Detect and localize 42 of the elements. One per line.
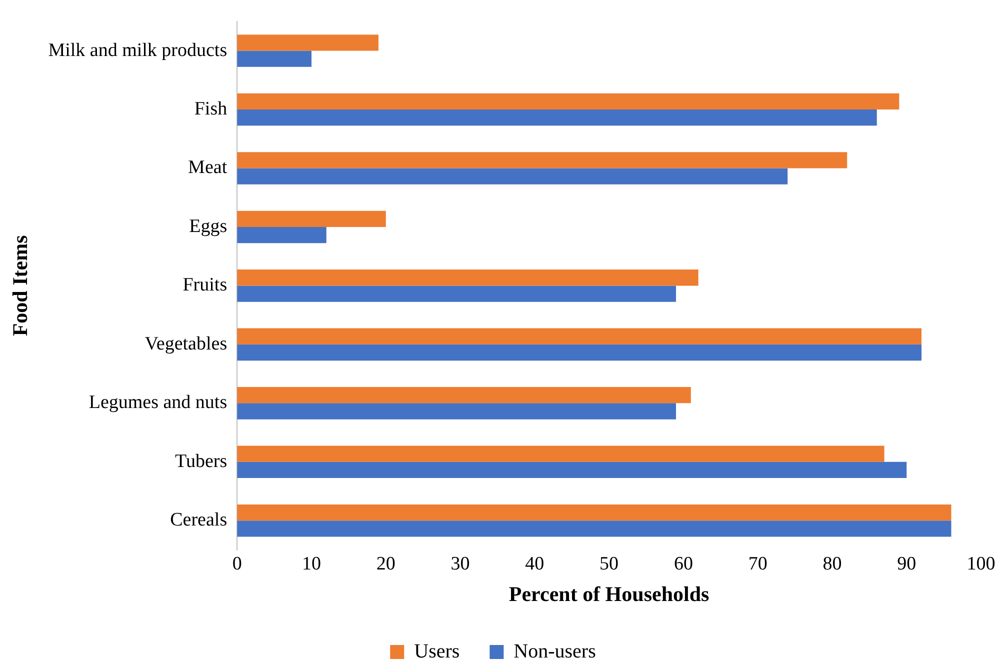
x-tick-label: 60 — [674, 553, 693, 574]
bar — [237, 168, 788, 184]
bar — [237, 462, 907, 478]
legend-label: Users — [414, 640, 460, 662]
y-tick-label: Fruits — [182, 274, 228, 296]
x-tick-label: 20 — [376, 553, 396, 574]
x-tick-label: 90 — [897, 553, 916, 574]
bar — [237, 328, 922, 344]
bar — [237, 344, 922, 361]
x-tick-label: 10 — [302, 553, 321, 574]
y-axis-title: Food Items — [8, 235, 32, 336]
bar — [237, 387, 691, 404]
bar — [237, 504, 952, 521]
bar — [237, 50, 312, 67]
bar — [237, 520, 952, 537]
y-tick-label: Tubers — [175, 450, 228, 472]
x-tick-label: 100 — [966, 553, 996, 574]
y-tick-label: Cereals — [170, 510, 228, 531]
bar — [237, 34, 378, 51]
x-tick-label: 50 — [600, 553, 619, 574]
y-tick-label: Eggs — [189, 216, 228, 237]
bar — [237, 403, 676, 420]
bar — [237, 93, 900, 110]
x-tick-label: 70 — [748, 553, 768, 574]
x-tick-label: 30 — [450, 553, 470, 574]
y-tick-label: Milk and milk products — [48, 40, 228, 61]
x-tick-label: 40 — [525, 553, 544, 574]
x-axis-title: Percent of Households — [508, 582, 710, 606]
x-tick-label: 80 — [822, 553, 842, 574]
bar — [237, 152, 848, 168]
bar — [237, 110, 877, 126]
bar — [237, 226, 326, 244]
bar — [237, 270, 698, 286]
y-tick-label: Vegetables — [144, 333, 228, 354]
bar — [237, 286, 676, 302]
y-tick-label: Meat — [188, 157, 228, 178]
bar — [237, 446, 884, 462]
bar — [237, 210, 386, 227]
y-tick-label: Legumes and nuts — [88, 392, 228, 414]
x-tick-label: 0 — [232, 553, 242, 574]
legend-label: Non-users — [514, 640, 596, 662]
y-tick-label: Fish — [194, 98, 228, 120]
